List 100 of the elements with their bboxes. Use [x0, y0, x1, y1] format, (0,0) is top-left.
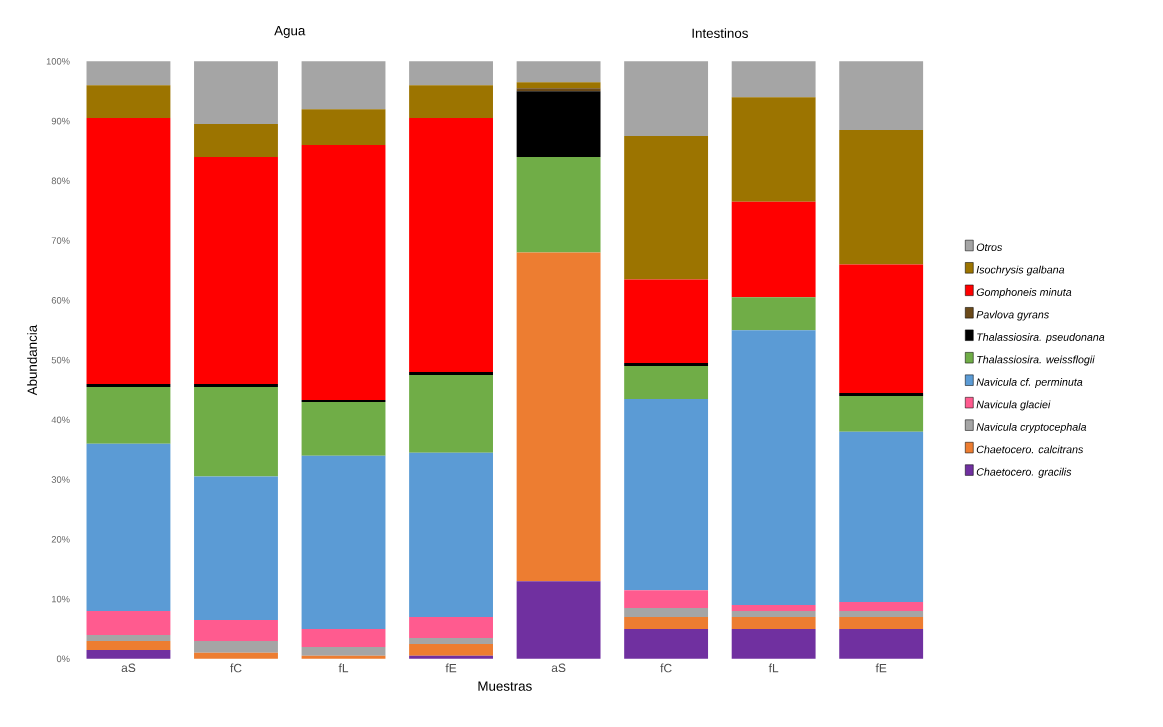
bar — [731, 617, 816, 630]
bar — [516, 88, 601, 92]
bar — [86, 384, 171, 388]
legend-label: Otros — [976, 243, 1003, 252]
bar — [839, 611, 924, 618]
bar — [839, 61, 924, 131]
bar — [731, 61, 816, 98]
bar — [301, 109, 386, 146]
legend-label: Navicula cf. perminuta — [976, 378, 1083, 388]
bar — [86, 640, 171, 650]
bar — [301, 455, 386, 630]
bar — [409, 372, 493, 376]
bar — [301, 655, 386, 659]
legend-label: Pavlova gyrans — [976, 310, 1049, 321]
bar — [839, 396, 924, 432]
bar — [839, 617, 924, 630]
bar — [409, 375, 493, 453]
bar — [731, 297, 816, 331]
bar — [839, 431, 924, 603]
bar — [731, 201, 816, 298]
x-tick-label: fC — [660, 663, 672, 673]
bar — [409, 118, 493, 373]
bar — [409, 85, 493, 119]
x-tick-label: fC — [230, 663, 242, 673]
bar — [301, 646, 386, 656]
x-tick-label: fE — [875, 663, 887, 673]
bar — [839, 264, 924, 394]
bar — [731, 97, 816, 202]
bar — [86, 387, 171, 444]
bar — [516, 157, 601, 253]
bar — [194, 652, 278, 659]
bar — [301, 629, 386, 647]
bar — [194, 124, 278, 157]
bar — [516, 252, 601, 582]
bar — [86, 649, 171, 659]
bar — [731, 611, 816, 618]
bar — [409, 655, 493, 659]
bar — [624, 398, 709, 591]
bar — [731, 605, 816, 612]
bar — [839, 629, 924, 659]
bar — [839, 602, 924, 612]
x-tick-label: fL — [768, 663, 779, 673]
bar — [409, 452, 493, 618]
x-tick-label: fL — [338, 663, 349, 673]
legend-label: Thalassiosira. pseudonana — [977, 333, 1105, 344]
bar — [86, 443, 171, 612]
text: Agua — [274, 26, 306, 39]
y-tick-label: 30% — [51, 476, 70, 483]
bar — [839, 393, 924, 396]
bar — [409, 637, 493, 644]
bar — [194, 387, 278, 477]
bar — [839, 130, 924, 265]
bar — [194, 61, 278, 125]
x-tick-label: aS — [551, 663, 566, 673]
y-axis-title: Abundancia — [27, 324, 37, 396]
y-tick-label: 20% — [51, 536, 70, 543]
bar — [194, 384, 278, 388]
x-tick-label: fE — [445, 663, 457, 673]
x-axis-title: Muestras — [478, 681, 532, 691]
legend-label: Chaetocero. calcitrans — [976, 445, 1084, 454]
bar — [301, 61, 386, 110]
y-tick-label: 50% — [51, 356, 70, 364]
bar — [624, 279, 709, 364]
bar — [409, 643, 493, 656]
bar — [516, 61, 601, 83]
bar — [624, 61, 709, 137]
y-tick-label: 0% — [56, 655, 70, 663]
bar — [624, 590, 709, 609]
bar — [194, 620, 278, 641]
bar — [301, 145, 386, 401]
legend-label: Navicula glaciei — [976, 400, 1051, 411]
bar — [194, 476, 278, 621]
bar — [86, 61, 171, 86]
bar — [624, 136, 709, 280]
bar — [516, 581, 601, 659]
y-tick-label: 100% — [46, 58, 70, 65]
bar — [516, 82, 601, 89]
bar — [731, 330, 816, 606]
bar — [86, 85, 171, 119]
legend-label: Isochrysis galbana — [976, 265, 1065, 276]
bar — [624, 617, 709, 630]
legend-label: Navicula cryptocephala — [976, 422, 1087, 433]
bar — [624, 608, 709, 618]
bar — [86, 611, 171, 635]
bar — [409, 61, 493, 86]
bar — [301, 401, 386, 456]
y-tick-label: 10% — [52, 595, 70, 603]
y-tick-label: 70% — [51, 237, 70, 244]
legend-label: Thalassiosira. weissflogii — [977, 355, 1095, 366]
x-tick-label: aS — [121, 663, 136, 673]
bar — [516, 91, 601, 157]
bar — [731, 629, 816, 659]
bar — [409, 617, 493, 638]
bar — [624, 363, 709, 367]
y-tick-label: 60% — [51, 297, 70, 304]
y-tick-label: 90% — [51, 117, 70, 125]
bar — [194, 640, 278, 653]
bar — [624, 629, 709, 659]
y-tick-label: 40% — [51, 416, 70, 424]
bar — [194, 157, 278, 385]
